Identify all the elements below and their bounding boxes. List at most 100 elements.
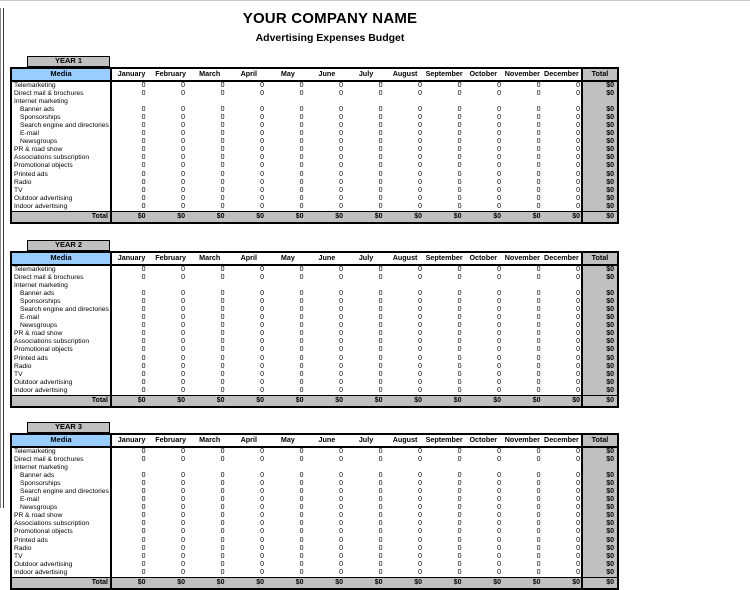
- expense-cell[interactable]: 0: [339, 386, 343, 394]
- expense-cell[interactable]: 0: [299, 306, 304, 314]
- expense-cell[interactable]: 0: [457, 314, 462, 322]
- expense-cell[interactable]: 0: [497, 512, 501, 520]
- expense-cell[interactable]: 0: [576, 330, 580, 338]
- expense-cell[interactable]: 0: [299, 354, 304, 362]
- expense-cell[interactable]: 0: [339, 186, 343, 194]
- expense-cell[interactable]: 0: [181, 266, 185, 273]
- expense-cell[interactable]: 0: [260, 322, 264, 330]
- expense-cell[interactable]: 0: [299, 162, 304, 170]
- expense-cell[interactable]: 0: [141, 266, 146, 273]
- expense-cell[interactable]: 0: [260, 114, 264, 122]
- expense-cell[interactable]: 0: [418, 480, 422, 488]
- expense-cell[interactable]: 0: [576, 386, 580, 394]
- expense-cell[interactable]: 0: [418, 266, 422, 273]
- expense-cell[interactable]: 0: [418, 362, 422, 370]
- expense-cell[interactable]: 0: [536, 362, 541, 370]
- expense-cell[interactable]: 0: [497, 488, 501, 496]
- expense-cell[interactable]: 0: [536, 298, 541, 306]
- expense-cell[interactable]: 0: [576, 82, 580, 89]
- expense-cell[interactable]: 0: [220, 504, 225, 512]
- expense-cell[interactable]: 0: [497, 330, 501, 338]
- expense-cell[interactable]: 0: [457, 512, 462, 520]
- expense-cell[interactable]: 0: [576, 122, 580, 130]
- expense-cell[interactable]: 0: [457, 560, 462, 568]
- expense-cell[interactable]: 0: [536, 386, 541, 394]
- expense-cell[interactable]: 0: [181, 346, 185, 354]
- expense-cell[interactable]: 0: [181, 314, 185, 322]
- expense-cell[interactable]: [468, 98, 508, 106]
- expense-cell[interactable]: 0: [576, 114, 580, 122]
- expense-cell[interactable]: 0: [457, 306, 462, 314]
- expense-cell[interactable]: 0: [497, 354, 501, 362]
- expense-cell[interactable]: 0: [536, 512, 541, 520]
- expense-cell[interactable]: 0: [181, 90, 185, 98]
- expense-cell[interactable]: 0: [339, 362, 343, 370]
- expense-cell[interactable]: 0: [339, 346, 343, 354]
- expense-cell[interactable]: 0: [181, 370, 185, 378]
- expense-cell[interactable]: 0: [299, 82, 304, 89]
- expense-cell[interactable]: [389, 98, 429, 106]
- expense-cell[interactable]: 0: [181, 568, 185, 576]
- expense-cell[interactable]: 0: [378, 122, 383, 130]
- expense-cell[interactable]: 0: [181, 194, 185, 202]
- expense-cell[interactable]: 0: [378, 448, 383, 455]
- expense-cell[interactable]: 0: [339, 194, 343, 202]
- expense-cell[interactable]: 0: [378, 306, 383, 314]
- expense-cell[interactable]: 0: [141, 544, 146, 552]
- expense-cell[interactable]: 0: [457, 472, 462, 480]
- expense-cell[interactable]: 0: [339, 162, 343, 170]
- expense-cell[interactable]: 0: [141, 130, 146, 138]
- expense-cell[interactable]: 0: [220, 568, 225, 576]
- expense-cell[interactable]: [191, 282, 231, 290]
- expense-cell[interactable]: 0: [339, 138, 343, 146]
- expense-cell[interactable]: 0: [497, 346, 501, 354]
- expense-cell[interactable]: 0: [181, 504, 185, 512]
- expense-cell[interactable]: 0: [141, 528, 146, 536]
- expense-cell[interactable]: 0: [536, 544, 541, 552]
- expense-cell[interactable]: 0: [536, 354, 541, 362]
- expense-cell[interactable]: 0: [220, 274, 225, 282]
- expense-cell[interactable]: 0: [299, 472, 304, 480]
- expense-cell[interactable]: 0: [220, 186, 225, 194]
- expense-cell[interactable]: 0: [260, 194, 264, 202]
- expense-cell[interactable]: 0: [576, 496, 580, 504]
- expense-cell[interactable]: 0: [260, 130, 264, 138]
- expense-cell[interactable]: 0: [418, 552, 422, 560]
- expense-cell[interactable]: 0: [339, 528, 343, 536]
- expense-cell[interactable]: 0: [299, 370, 304, 378]
- expense-cell[interactable]: 0: [457, 552, 462, 560]
- expense-cell[interactable]: 0: [220, 322, 225, 330]
- expense-cell[interactable]: 0: [536, 568, 541, 576]
- expense-cell[interactable]: 0: [576, 354, 580, 362]
- expense-cell[interactable]: 0: [339, 456, 343, 464]
- expense-cell[interactable]: 0: [378, 106, 383, 114]
- expense-cell[interactable]: 0: [299, 274, 304, 282]
- expense-cell[interactable]: 0: [339, 170, 343, 178]
- expense-cell[interactable]: 0: [220, 362, 225, 370]
- expense-cell[interactable]: 0: [497, 528, 501, 536]
- expense-cell[interactable]: 0: [339, 480, 343, 488]
- expense-cell[interactable]: 0: [260, 106, 264, 114]
- expense-cell[interactable]: 0: [576, 544, 580, 552]
- expense-cell[interactable]: 0: [220, 154, 225, 162]
- expense-cell[interactable]: 0: [220, 298, 225, 306]
- expense-cell[interactable]: 0: [536, 186, 541, 194]
- expense-cell[interactable]: [468, 464, 508, 472]
- expense-cell[interactable]: 0: [141, 186, 146, 194]
- expense-cell[interactable]: 0: [418, 568, 422, 576]
- expense-cell[interactable]: 0: [339, 274, 343, 282]
- expense-cell[interactable]: 0: [181, 162, 185, 170]
- expense-cell[interactable]: 0: [299, 138, 304, 146]
- expense-cell[interactable]: 0: [418, 322, 422, 330]
- expense-cell[interactable]: 0: [418, 488, 422, 496]
- expense-cell[interactable]: 0: [418, 536, 422, 544]
- expense-cell[interactable]: 0: [299, 520, 304, 528]
- expense-cell[interactable]: 0: [181, 448, 185, 455]
- expense-cell[interactable]: 0: [497, 130, 501, 138]
- expense-cell[interactable]: 0: [220, 472, 225, 480]
- expense-cell[interactable]: 0: [497, 202, 501, 210]
- expense-cell[interactable]: 0: [418, 122, 422, 130]
- expense-cell[interactable]: 0: [299, 536, 304, 544]
- expense-cell[interactable]: 0: [576, 90, 580, 98]
- expense-cell[interactable]: 0: [536, 138, 541, 146]
